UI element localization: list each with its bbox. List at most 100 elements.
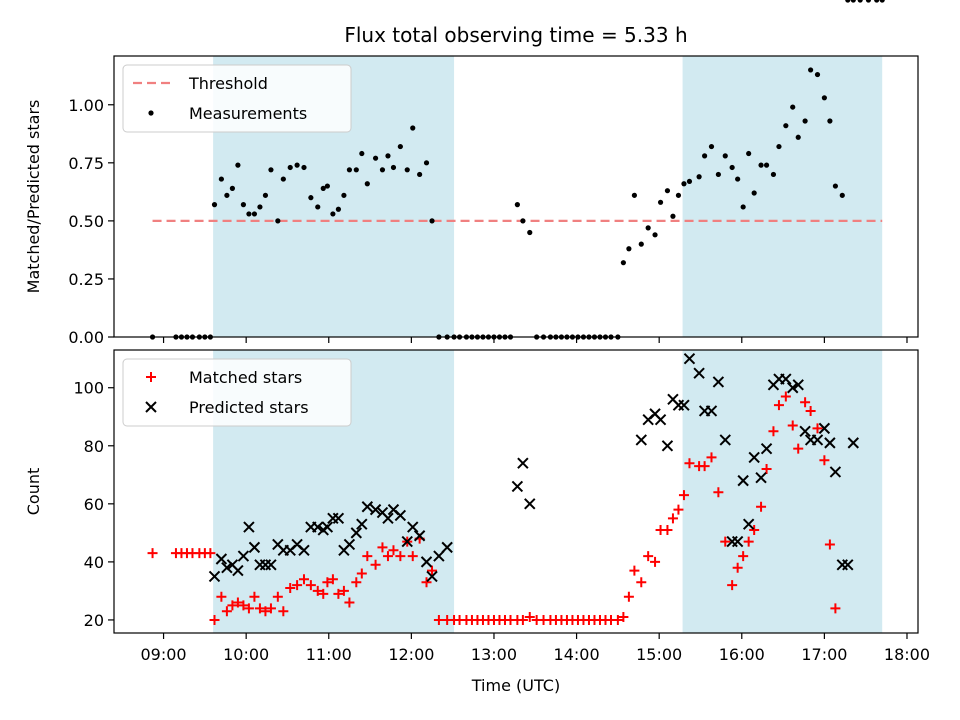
matched-star-point [351,577,362,588]
measurement-point [404,167,410,173]
measurement-point [268,167,274,173]
measurement-point [341,192,347,198]
matched-star-point [824,539,835,550]
y-tick-label: 40 [84,553,104,572]
predicted-star-point [517,457,529,469]
measurement-point [251,211,258,217]
measurement-point [364,181,370,187]
matched-star-point [768,426,779,437]
matched-star-point [800,397,811,408]
matched-star-point [761,464,772,475]
measurement-point [359,150,365,157]
measurement-point [746,150,752,157]
measurement-point [353,167,359,173]
matched-star-point [322,577,333,588]
matched-star-point [636,577,647,588]
predicted-star-point [426,570,438,583]
matched-star-point [749,524,760,535]
measurement-point [770,171,777,178]
matched-star-point [265,603,276,614]
matched-star-point [732,562,743,573]
matched-star-point [727,580,738,591]
measurement-point [664,188,671,194]
legend: Threshold Measurements [122,64,352,133]
predicted-star-point [683,353,696,365]
measurement-point [783,123,789,129]
legend-label: Measurements [189,104,307,123]
legend-box [122,358,352,427]
matched-star-point [629,565,640,576]
x-tick-label: 12:00 [388,645,434,664]
measurement-point [211,202,218,208]
matched-star-point [805,405,816,416]
predicted-star-point [420,556,433,568]
measurement-point [235,162,241,168]
predicted-star-point [829,466,842,478]
y-tick-label: 60 [84,495,104,514]
x-axis-label: Time (UTC) [471,676,560,695]
predicted-star-point [215,553,228,565]
x-tick-label: 15:00 [636,645,682,664]
measurement-point [808,67,814,73]
measurement-point [280,176,286,182]
measurement-point [410,125,416,131]
legend-matched-swatch [146,372,156,382]
predicted-star-point [298,544,310,556]
predicted-star-point [208,570,221,583]
predicted-star-point [842,559,854,571]
matched-star-point [643,551,654,562]
measurement-point [681,181,687,187]
legend-measurement-swatch [148,110,154,116]
predicted-star-point [221,561,233,574]
matched-star-point [254,603,265,614]
matched-star-point [650,556,661,567]
y-axis-label: Count [24,468,43,516]
measurement-point [821,95,827,101]
matched-star-point [205,548,216,559]
predicted-star-point [441,541,453,554]
matched-star-point [830,603,841,614]
measurement-point [702,153,708,159]
matched-star-point [147,548,158,559]
measurement-point [417,171,423,178]
matched-star-point [612,614,623,625]
predicted-star-point [748,451,760,464]
predicted-star-point [524,498,536,510]
matched-star-point [243,603,254,614]
measurement-point [246,211,252,217]
measurement-point [638,241,644,247]
measurement-point [740,204,746,210]
predicted-star-point [382,512,394,525]
matched-star-point [517,614,528,625]
matched-star-point [249,591,260,602]
matched-star-point [362,551,373,562]
predicted-star-point [661,440,674,452]
predicted-star-point [811,434,824,446]
matched-star-point [407,551,418,562]
predicted-star-point [413,530,426,542]
matched-star-point [684,458,695,469]
predicted-star-point [818,422,831,435]
x-tick-label: 18:00 [884,645,930,664]
measurement-point [675,192,682,198]
measurement-point [520,218,526,224]
predicted-star-point [737,474,749,487]
measurement-point [626,246,632,252]
panels: 0.00 0.25 0.50 0.75 1.00 Matched/Predicted st… [24,0,930,664]
legend-label: Threshold [188,74,268,93]
predicted-star-point [787,382,799,394]
measurement-point [631,192,637,198]
measurement-point [379,167,386,173]
measurement-point [857,0,863,3]
legend: Matched stars Predicted stars [122,358,352,427]
predicted-star-point [248,541,261,554]
predicted-star-point [705,405,718,417]
x-tick-label: 14:00 [554,645,600,664]
measurement-point [385,153,391,159]
series-predicted-stars [208,353,860,583]
measurement-point [832,183,838,189]
predicted-star-point [824,437,836,449]
measurement-point [686,178,693,185]
series-matched-stars [147,391,841,625]
predicted-star-point [243,521,255,533]
